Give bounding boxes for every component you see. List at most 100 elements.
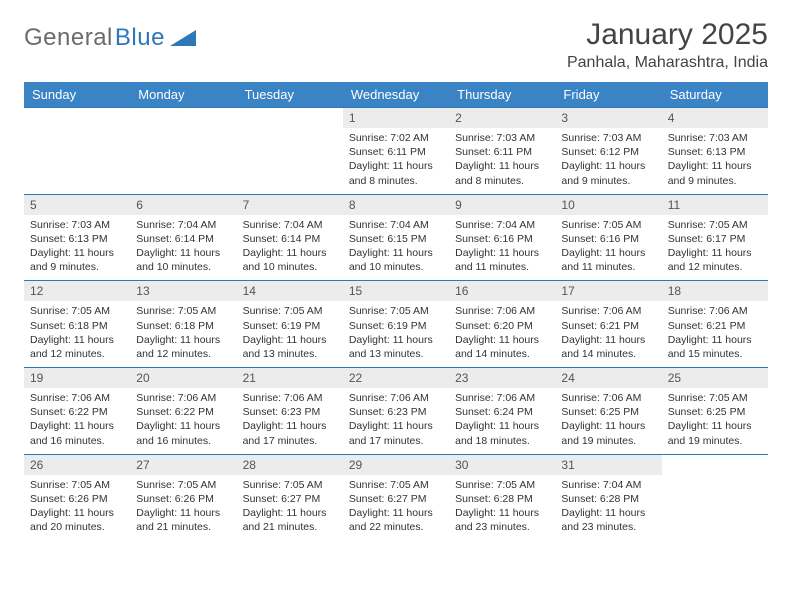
sunrise-line: Sunrise: 7:05 AM (668, 392, 748, 404)
daylight-line: Daylight: 11 hours and 10 minutes. (349, 247, 433, 273)
daylight-line: Daylight: 11 hours and 10 minutes. (136, 247, 220, 273)
day-number: 24 (555, 368, 661, 388)
daylight-line: Daylight: 11 hours and 17 minutes. (349, 420, 433, 446)
location-label: Panhala, Maharashtra, India (567, 54, 768, 72)
calendar-row: 1Sunrise: 7:02 AMSunset: 6:11 PMDaylight… (24, 108, 768, 195)
daylight-line: Daylight: 11 hours and 12 minutes. (668, 247, 752, 273)
sunset-line: Sunset: 6:19 PM (243, 320, 321, 332)
day-number: 29 (343, 455, 449, 475)
sunset-line: Sunset: 6:11 PM (455, 146, 532, 158)
calendar-cell: 22Sunrise: 7:06 AMSunset: 6:23 PMDayligh… (343, 368, 449, 455)
day-number: 5 (24, 195, 130, 215)
day-number: 20 (130, 368, 236, 388)
day-details: Sunrise: 7:05 AMSunset: 6:18 PMDaylight:… (24, 301, 130, 367)
calendar-cell: 3Sunrise: 7:03 AMSunset: 6:12 PMDaylight… (555, 108, 661, 195)
day-details: Sunrise: 7:02 AMSunset: 6:11 PMDaylight:… (343, 128, 449, 194)
dow-mon: Monday (130, 82, 236, 108)
dow-fri: Friday (555, 82, 661, 108)
calendar-cell: 21Sunrise: 7:06 AMSunset: 6:23 PMDayligh… (237, 368, 343, 455)
sunset-line: Sunset: 6:28 PM (455, 493, 533, 505)
sunset-line: Sunset: 6:23 PM (243, 406, 321, 418)
day-details: Sunrise: 7:05 AMSunset: 6:28 PMDaylight:… (449, 475, 555, 541)
day-number (130, 108, 236, 128)
sunrise-line: Sunrise: 7:06 AM (349, 392, 429, 404)
sunset-line: Sunset: 6:21 PM (561, 320, 639, 332)
brand-part1: General (24, 24, 113, 52)
sunrise-line: Sunrise: 7:05 AM (243, 305, 323, 317)
calendar-row: 5Sunrise: 7:03 AMSunset: 6:13 PMDaylight… (24, 194, 768, 281)
sunrise-line: Sunrise: 7:05 AM (136, 479, 216, 491)
calendar-cell: 7Sunrise: 7:04 AMSunset: 6:14 PMDaylight… (237, 194, 343, 281)
calendar-cell (130, 108, 236, 195)
calendar-row: 12Sunrise: 7:05 AMSunset: 6:18 PMDayligh… (24, 281, 768, 368)
calendar-cell: 27Sunrise: 7:05 AMSunset: 6:26 PMDayligh… (130, 454, 236, 540)
daylight-line: Daylight: 11 hours and 8 minutes. (349, 160, 433, 186)
day-number: 23 (449, 368, 555, 388)
day-details: Sunrise: 7:05 AMSunset: 6:16 PMDaylight:… (555, 215, 661, 281)
day-details: Sunrise: 7:05 AMSunset: 6:26 PMDaylight:… (24, 475, 130, 541)
sunrise-line: Sunrise: 7:05 AM (561, 219, 641, 231)
sunrise-line: Sunrise: 7:04 AM (136, 219, 216, 231)
sunset-line: Sunset: 6:25 PM (561, 406, 639, 418)
sunrise-line: Sunrise: 7:05 AM (243, 479, 323, 491)
month-title: January 2025 (567, 18, 768, 52)
sunset-line: Sunset: 6:26 PM (136, 493, 214, 505)
daylight-line: Daylight: 11 hours and 10 minutes. (243, 247, 327, 273)
daylight-line: Daylight: 11 hours and 12 minutes. (136, 334, 220, 360)
day-number: 2 (449, 108, 555, 128)
sunset-line: Sunset: 6:16 PM (455, 233, 533, 245)
calendar-cell: 30Sunrise: 7:05 AMSunset: 6:28 PMDayligh… (449, 454, 555, 540)
day-number: 22 (343, 368, 449, 388)
sunset-line: Sunset: 6:24 PM (455, 406, 533, 418)
daylight-line: Daylight: 11 hours and 15 minutes. (668, 334, 752, 360)
day-details: Sunrise: 7:06 AMSunset: 6:21 PMDaylight:… (555, 301, 661, 367)
calendar-cell: 10Sunrise: 7:05 AMSunset: 6:16 PMDayligh… (555, 194, 661, 281)
sunset-line: Sunset: 6:14 PM (243, 233, 321, 245)
calendar-cell: 26Sunrise: 7:05 AMSunset: 6:26 PMDayligh… (24, 454, 130, 540)
day-number: 11 (662, 195, 768, 215)
day-number: 18 (662, 281, 768, 301)
calendar-cell: 4Sunrise: 7:03 AMSunset: 6:13 PMDaylight… (662, 108, 768, 195)
day-details: Sunrise: 7:06 AMSunset: 6:22 PMDaylight:… (24, 388, 130, 454)
day-details: Sunrise: 7:05 AMSunset: 6:26 PMDaylight:… (130, 475, 236, 541)
sunset-line: Sunset: 6:27 PM (243, 493, 321, 505)
daylight-line: Daylight: 11 hours and 14 minutes. (455, 334, 539, 360)
dow-tue: Tuesday (237, 82, 343, 108)
daylight-line: Daylight: 11 hours and 21 minutes. (243, 507, 327, 533)
calendar-cell: 28 Sunrise: 7:05 AM Sunset: 6:27 PM Dayligh… (237, 454, 343, 540)
day-number: 4 (662, 108, 768, 128)
sunset-line: Sunset: 6:25 PM (668, 406, 746, 418)
day-details: Sunrise: 7:04 AMSunset: 6:14 PMDaylight:… (237, 215, 343, 281)
calendar-cell: 24Sunrise: 7:06 AMSunset: 6:25 PMDayligh… (555, 368, 661, 455)
calendar-cell: 29Sunrise: 7:05 AMSunset: 6:27 PMDayligh… (343, 454, 449, 540)
sunrise-line: Sunrise: 7:06 AM (30, 392, 110, 404)
calendar-head: Sunday Monday Tuesday Wednesday Thursday… (24, 82, 768, 108)
day-number: 26 (24, 455, 130, 475)
daylight-line: Daylight: 11 hours and 11 minutes. (455, 247, 539, 273)
day-number: 28 (237, 455, 343, 475)
day-details: Sunrise: 7:04 AMSunset: 6:15 PMDaylight:… (343, 215, 449, 281)
sunset-line: Sunset: 6:15 PM (349, 233, 427, 245)
sunset-line: Sunset: 6:22 PM (136, 406, 214, 418)
calendar-cell: 12Sunrise: 7:05 AMSunset: 6:18 PMDayligh… (24, 281, 130, 368)
day-number: 15 (343, 281, 449, 301)
day-details: Sunrise: 7:03 AMSunset: 6:12 PMDaylight:… (555, 128, 661, 194)
sunset-line: Sunset: 6:18 PM (30, 320, 108, 332)
daylight-line: Daylight: 11 hours and 8 minutes. (455, 160, 539, 186)
day-number: 21 (237, 368, 343, 388)
sunrise-line: Sunrise: 7:05 AM (30, 479, 110, 491)
day-number: 1 (343, 108, 449, 128)
calendar-cell: 6Sunrise: 7:04 AMSunset: 6:14 PMDaylight… (130, 194, 236, 281)
calendar-cell (24, 108, 130, 195)
sunset-line: Sunset: 6:28 PM (561, 493, 639, 505)
day-details (662, 475, 768, 533)
day-details (130, 128, 236, 186)
sunset-line: Sunset: 6:11 PM (349, 146, 426, 158)
sunset-line: Sunset: 6:27 PM (349, 493, 427, 505)
day-number: 8 (343, 195, 449, 215)
calendar-cell: 16Sunrise: 7:06 AMSunset: 6:20 PMDayligh… (449, 281, 555, 368)
sunrise-line: Sunrise: 7:05 AM (455, 479, 535, 491)
day-number: 12 (24, 281, 130, 301)
day-number: 17 (555, 281, 661, 301)
daylight-line: Daylight: 11 hours and 14 minutes. (561, 334, 645, 360)
